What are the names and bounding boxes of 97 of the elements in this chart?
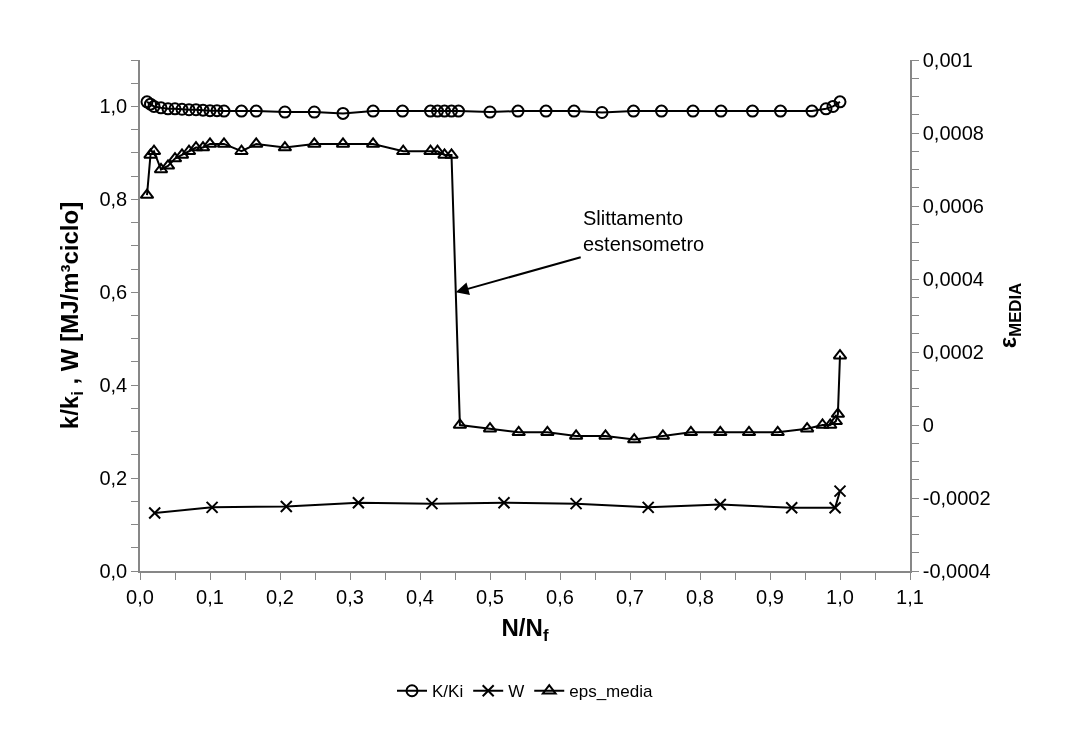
point xyxy=(396,104,409,118)
point xyxy=(712,425,728,437)
point xyxy=(175,102,189,116)
y-tick-label: 1,0 xyxy=(99,95,128,118)
point xyxy=(497,496,511,510)
point xyxy=(826,99,840,113)
point xyxy=(713,498,727,512)
point xyxy=(210,104,224,118)
point xyxy=(161,102,175,116)
point xyxy=(770,425,786,437)
point xyxy=(774,104,787,118)
point xyxy=(154,101,168,115)
x-tick-label: 0,3 xyxy=(336,585,364,608)
point xyxy=(168,102,182,116)
y2-tick-label: 0,0008 xyxy=(922,122,984,144)
point xyxy=(714,104,728,118)
point xyxy=(351,496,365,510)
legend-label: eps_media xyxy=(569,682,653,702)
point xyxy=(189,103,203,117)
point xyxy=(805,104,819,118)
point xyxy=(148,506,162,520)
point xyxy=(511,104,525,118)
x-tick-label: 0,6 xyxy=(546,585,574,608)
y-tick-label: 0,8 xyxy=(99,188,128,211)
y-tick-label: 0,4 xyxy=(99,374,128,397)
point xyxy=(833,95,847,109)
point xyxy=(144,97,157,111)
point xyxy=(438,104,451,118)
legend-label: W xyxy=(508,682,525,702)
point xyxy=(203,104,217,118)
point xyxy=(205,500,219,514)
point xyxy=(217,104,231,118)
x-axis-title: N/N$_{f}$ xyxy=(501,613,549,645)
y2-tick-label: -0,0002 xyxy=(922,487,991,509)
point xyxy=(279,499,293,513)
x-tick-label: 0,5 xyxy=(476,585,504,608)
point xyxy=(828,501,842,515)
point xyxy=(147,99,161,113)
point xyxy=(569,497,583,511)
point xyxy=(539,104,553,118)
y2-tick-label: -0,0004 xyxy=(922,560,991,582)
point xyxy=(196,103,210,117)
point xyxy=(627,104,640,118)
point xyxy=(483,105,497,119)
point xyxy=(423,144,438,155)
x-tick-label: 0,2 xyxy=(266,585,294,608)
point xyxy=(785,501,799,515)
point xyxy=(278,105,292,119)
point xyxy=(828,414,844,426)
x-tick-label: 1,0 xyxy=(826,585,854,608)
y-tick-label: 0,0 xyxy=(99,560,128,582)
point xyxy=(741,425,757,437)
point xyxy=(249,104,263,118)
point xyxy=(425,497,439,511)
point xyxy=(143,148,158,159)
point xyxy=(595,105,609,119)
y-tick-label: 0,2 xyxy=(99,467,128,490)
point xyxy=(655,104,668,118)
y2-tick-label: 0,0002 xyxy=(922,341,984,363)
y2-tick-label: 0,0004 xyxy=(922,268,984,290)
point xyxy=(746,104,759,118)
y2-tick-label: 0 xyxy=(922,414,934,436)
point xyxy=(686,104,700,118)
y-tick-label: 0,6 xyxy=(99,281,128,304)
x-tick-label: 1,1 xyxy=(896,585,924,608)
point xyxy=(444,148,459,159)
point xyxy=(833,484,847,498)
x-tick-label: 0,0 xyxy=(126,585,154,608)
x-tick-label: 0,7 xyxy=(616,585,644,608)
x-tick-label: 0,8 xyxy=(686,585,714,608)
y2-tick-label: 0,001 xyxy=(922,49,973,71)
point xyxy=(235,104,248,118)
point xyxy=(452,104,465,118)
x-tick-label: 0,4 xyxy=(406,585,434,608)
point xyxy=(445,104,458,118)
point xyxy=(336,106,350,120)
x-tick-label: 0,9 xyxy=(756,585,784,608)
point xyxy=(683,425,699,437)
legend-label: K/Ki xyxy=(432,682,464,702)
point xyxy=(819,102,833,116)
y2-tick-label: 0,0006 xyxy=(922,195,984,217)
point xyxy=(182,103,196,117)
point xyxy=(366,104,380,118)
point xyxy=(437,148,452,159)
point xyxy=(598,429,613,440)
point xyxy=(431,104,444,118)
point xyxy=(307,105,321,119)
annotation: Slittamento estensometro xyxy=(583,207,705,255)
point xyxy=(511,425,527,437)
point xyxy=(540,425,555,437)
point xyxy=(641,500,655,514)
point xyxy=(815,418,830,429)
point xyxy=(424,104,437,118)
point xyxy=(234,144,249,155)
x-tick-label: 0,1 xyxy=(196,585,224,608)
point xyxy=(567,104,581,118)
point xyxy=(140,95,154,109)
